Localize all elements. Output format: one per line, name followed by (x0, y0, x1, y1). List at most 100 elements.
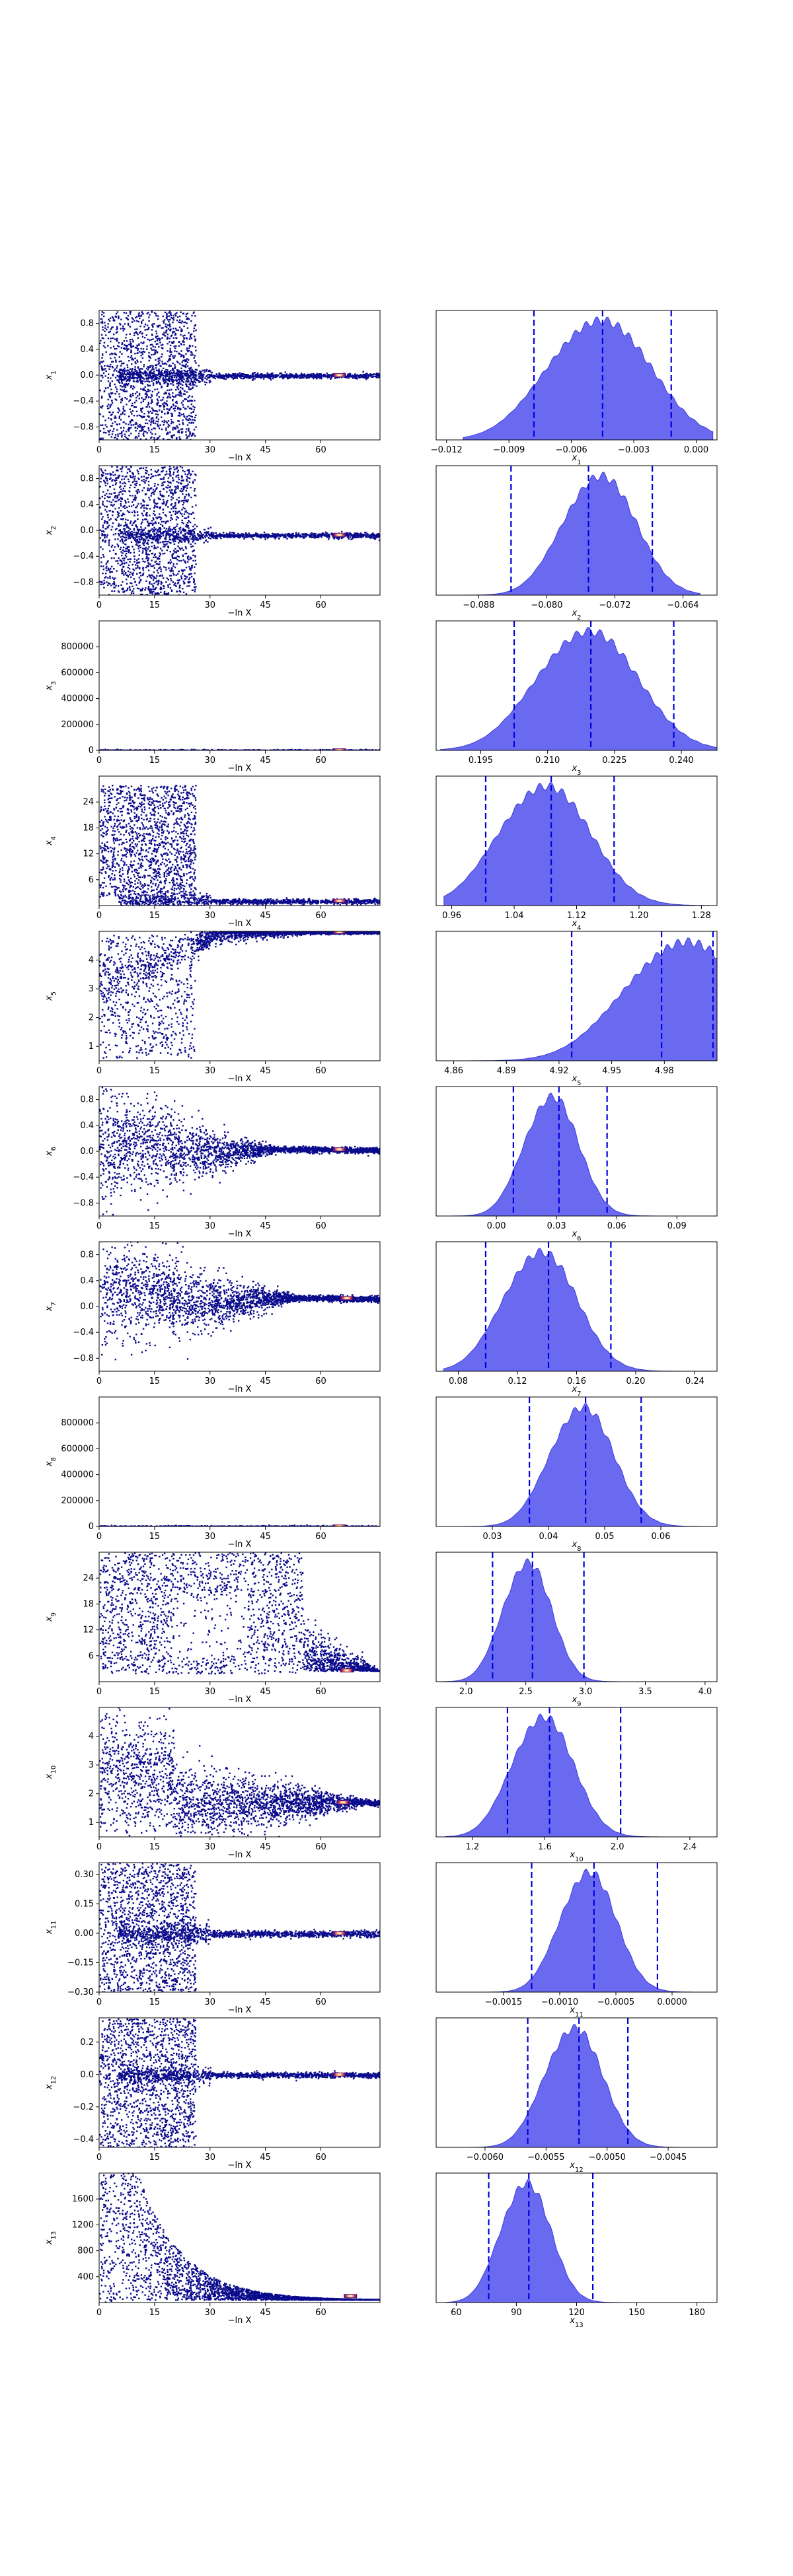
y-tick-label: 6 (89, 875, 94, 885)
trace-x7-hot-band (344, 1297, 349, 1299)
x-tick-label: 0 (96, 2308, 102, 2318)
x-axis-label: x7 (571, 1384, 581, 1398)
y-tick-label: 0.4 (80, 1276, 94, 1286)
y-tick-label: −0.4 (73, 2135, 94, 2145)
trace-x10-hot-band (341, 1801, 345, 1804)
x-axis-label: −ln X (228, 1074, 252, 1084)
x-tick-label: 0.225 (602, 756, 626, 766)
y-axis-label: x2 (44, 526, 57, 536)
x-tick-label: 0.08 (449, 1377, 468, 1386)
x-axis-label: −ln X (228, 1384, 252, 1394)
y-tick-label: 800000 (61, 642, 94, 652)
posterior-x13-density (445, 2179, 707, 2303)
trace-x9: 0 15 30 45 60 24 18 12 6 −ln X x9 (44, 1552, 381, 1705)
x-tick-label: 0 (96, 1532, 102, 1542)
trace-x4-frame (98, 775, 381, 906)
y-tick-label: 400000 (61, 1470, 94, 1480)
x-tick-label: 4.98 (655, 1066, 674, 1076)
y-axis-label: x12 (44, 2076, 57, 2090)
trace-x13: 0 15 30 45 60 1600 1200 800 400 −ln X x13 (44, 2172, 381, 2326)
x-tick-label: 45 (260, 1221, 271, 1231)
x-tick-label: 2.4 (683, 1842, 697, 1852)
trace-x9-points (99, 1552, 380, 1675)
y-tick-label: 18 (83, 1599, 94, 1609)
posterior-x12: −0.0060 −0.0055 −0.0050 −0.0045 x12 (435, 2017, 718, 2174)
x-axis-label: x4 (571, 919, 581, 932)
posterior-x11-frame (435, 1862, 718, 1993)
x-tick-label: 90 (511, 2308, 522, 2318)
x-tick-label: 30 (204, 445, 215, 455)
y-tick-label: −0.2 (73, 2102, 94, 2112)
trace-x3-points (99, 748, 380, 750)
posterior-x3-frame (435, 620, 718, 751)
y-axis-label: x10 (44, 1766, 57, 1779)
x-tick-label: 0.09 (667, 1221, 687, 1231)
y-axis-label: x8 (44, 1457, 57, 1467)
y-tick-label: 4 (89, 1732, 94, 1742)
x-tick-label: 45 (260, 2153, 271, 2163)
y-tick-label: 0 (89, 746, 94, 756)
posterior-x1-density (463, 316, 714, 440)
x-tick-label: 30 (204, 1842, 215, 1852)
x-axis-label: x3 (571, 764, 581, 777)
x-tick-label: −0.0005 (597, 1997, 634, 2007)
trace-x7-points (99, 1242, 380, 1361)
posterior-x6-density (440, 1092, 713, 1216)
x-tick-label: −0.072 (599, 600, 630, 610)
x-tick-label: −0.0010 (541, 1997, 578, 2007)
posterior-x2: −0.088 −0.080 −0.072 −0.064 x2 (435, 465, 718, 622)
x-tick-label: 60 (315, 2308, 326, 2318)
trace-x13-samples (99, 2173, 380, 2303)
x-tick-label: 0 (96, 1066, 102, 1076)
x-tick-label: 60 (315, 1842, 326, 1852)
y-tick-label: −0.30 (67, 1987, 94, 1997)
x-axis-label: x6 (571, 1229, 581, 1242)
x-axis-label: −ln X (228, 1850, 252, 1860)
x-tick-label: 60 (315, 445, 326, 455)
y-tick-label: 0.8 (80, 474, 94, 484)
trace-x2: 0 15 30 45 60 0.8 0.4 0.0 −0.4 −0.8 −ln X x2 (44, 465, 381, 618)
trace-x11-hot-band (337, 1932, 342, 1935)
trace-x9-frame (98, 1552, 381, 1682)
x-tick-label: 0 (96, 1687, 102, 1697)
y-tick-label: 0.0 (80, 526, 94, 536)
x-axis-label: −ln X (228, 2316, 252, 2326)
x-tick-label: 15 (149, 2308, 161, 2318)
y-tick-label: 18 (83, 823, 94, 833)
posterior-x3: 0.195 0.210 0.225 0.240 x3 (435, 620, 718, 777)
trace-x8-samples (99, 1524, 380, 1526)
x-tick-label: −0.0015 (485, 1997, 522, 2007)
x-tick-label: 30 (204, 600, 215, 610)
x-axis-label: x13 (569, 2316, 583, 2329)
y-tick-label: 4 (89, 956, 94, 966)
x-tick-label: 45 (260, 911, 271, 921)
x-tick-label: −0.009 (493, 445, 525, 455)
y-axis-label: x1 (44, 371, 57, 380)
y-axis-label: x13 (44, 2231, 57, 2245)
y-tick-label: 2 (89, 1789, 94, 1799)
posterior-x13-frame (435, 2172, 718, 2303)
trace-x8-frame (98, 1396, 381, 1527)
y-tick-label: 200000 (61, 1496, 94, 1506)
y-tick-label: 1 (89, 1818, 94, 1828)
trace-x12-frame (98, 2017, 381, 2148)
x-tick-label: 0.24 (685, 1377, 704, 1386)
x-tick-label: 30 (204, 2153, 215, 2163)
y-tick-label: 0.8 (80, 319, 94, 329)
trace-x5-samples (99, 931, 380, 1059)
x-tick-label: 45 (260, 1377, 271, 1386)
x-tick-label: 0.03 (547, 1221, 566, 1231)
x-axis-label: x11 (569, 2005, 583, 2019)
x-tick-label: 60 (315, 1221, 326, 1231)
trace-x9-hot-band (344, 1669, 349, 1672)
posterior-x6-frame (435, 1086, 718, 1217)
trace-x10: 0 15 30 45 60 4 3 2 1 −ln X x10 (44, 1707, 381, 1860)
posterior-x9-frame (435, 1552, 718, 1682)
y-tick-label: 0.8 (80, 1250, 94, 1260)
x-tick-label: 120 (568, 2308, 585, 2318)
trace-x2-samples (99, 466, 380, 595)
x-tick-label: 15 (149, 1221, 161, 1231)
posterior-x9: 2.0 2.5 3.0 3.5 4.0 x9 (435, 1552, 718, 1708)
x-tick-label: 30 (204, 1377, 215, 1386)
trace-x4-samples (99, 785, 380, 906)
